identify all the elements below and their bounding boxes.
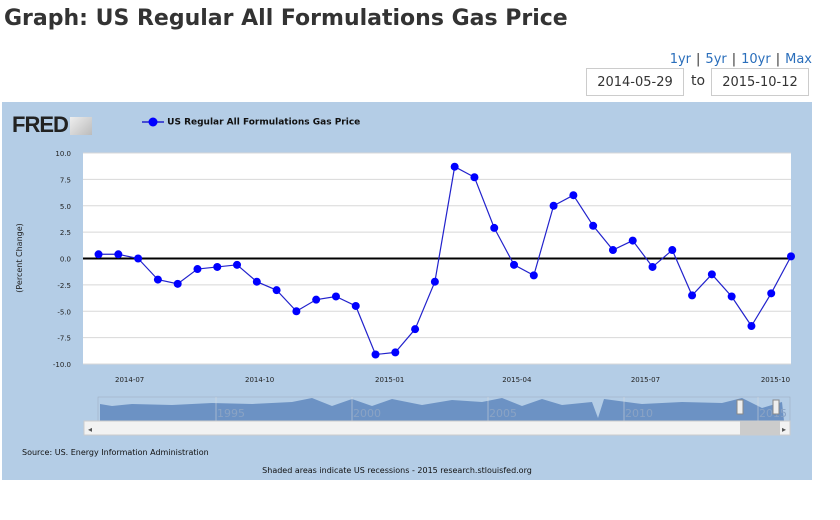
navigator-left-handle[interactable] [736,399,744,415]
y-tick-label: -2.5 [57,282,71,290]
y-tick-label: 5.0 [60,203,71,211]
x-tick-label: 2015-01 [375,376,404,384]
date-from-input[interactable]: 2014-05-29 [586,68,684,96]
source-text: Source: US. Energy Information Administr… [22,448,209,457]
scroll-left-arrow-icon[interactable]: ◂ [88,425,92,434]
line-chart: 10.0 7.5 5.0 2.5 0.0 -2.5 -5.0 -7.5 -10.0 2014-0… [15,150,795,436]
scroll-right-arrow-icon[interactable]: ▸ [782,425,786,434]
range-5yr-link[interactable]: 5yr [705,52,727,67]
chart-panel: FRED US Regular All Formulations Gas Pri… [2,102,812,480]
data-point[interactable] [153,275,162,284]
y-tick-label: 10.0 [55,150,71,158]
data-point[interactable] [134,254,143,263]
data-point[interactable] [529,271,538,280]
data-point[interactable] [391,348,400,357]
data-point[interactable] [747,322,756,331]
page-title: Graph: US Regular All Formulations Gas P… [4,6,568,31]
navigator-year-label: 2000 [353,407,381,420]
data-point[interactable] [371,350,380,359]
data-point[interactable] [510,260,519,269]
fred-chart-icon [69,117,92,136]
data-point[interactable] [707,270,716,279]
data-point[interactable] [233,260,242,269]
data-point[interactable] [430,277,439,286]
scrollbar-track[interactable] [83,420,791,436]
y-tick-label: -7.5 [57,335,71,343]
data-point[interactable] [608,246,617,255]
legend-label: US Regular All Formulations Gas Price [167,117,361,128]
x-tick-label: 2015-04 [502,376,532,384]
y-tick-label: 2.5 [60,229,71,237]
date-to-input[interactable]: 2015-10-12 [711,68,809,96]
fred-logo: FRED [12,112,92,138]
separator: | [696,52,701,67]
data-point[interactable] [450,162,459,171]
data-point[interactable] [490,223,499,232]
range-links: 1yr | 5yr | 10yr | Max [670,52,812,67]
y-axis-label: (Percent Change) [15,223,24,293]
data-point[interactable] [272,286,281,295]
x-tick-label: 2015-07 [631,376,660,384]
data-point[interactable] [173,279,182,288]
fred-logo-text: FRED [12,112,69,137]
data-point[interactable] [312,295,321,304]
to-label: to [691,73,706,89]
data-point[interactable] [292,307,301,316]
data-point[interactable] [411,325,420,334]
data-point[interactable] [114,250,123,259]
data-point[interactable] [767,289,776,298]
range-10yr-link[interactable]: 10yr [741,52,771,67]
y-tick-label: -10.0 [53,361,71,369]
x-tick-label: 2014-10 [245,376,274,384]
data-point[interactable] [470,173,479,182]
data-point[interactable] [668,246,677,255]
navigator-year-label: 2005 [489,407,517,420]
data-point[interactable] [94,250,103,259]
recession-note: Shaded areas indicate US recessions - 20… [262,466,532,475]
data-point[interactable] [569,191,578,200]
range-max-link[interactable]: Max [785,52,812,67]
data-point[interactable] [589,221,598,230]
x-tick-label: 2015-10 [761,376,790,384]
legend[interactable]: US Regular All Formulations Gas Price [142,117,360,128]
data-point[interactable] [727,292,736,301]
data-point[interactable] [252,277,261,286]
data-point[interactable] [549,201,558,210]
data-point[interactable] [331,292,340,301]
data-point[interactable] [213,262,222,271]
navigator-series-area [100,398,784,421]
y-tick-label: 7.5 [60,176,71,184]
data-point[interactable] [648,262,657,271]
y-tick-label: 0.0 [60,256,71,264]
data-point[interactable] [351,301,360,310]
data-point[interactable] [688,291,697,300]
navigator-right-handle[interactable] [772,399,780,415]
range-1yr-link[interactable]: 1yr [669,52,692,67]
data-point[interactable] [628,236,637,245]
scrollbar-thumb[interactable] [740,421,780,435]
separator: | [731,52,737,67]
navigator-year-label: 1995 [217,407,245,420]
legend-marker-icon [142,117,164,127]
y-tick-label: -5.0 [57,308,71,316]
navigator-year-label: 2010 [625,407,653,420]
data-point[interactable] [787,252,795,261]
x-tick-label: 2014-07 [115,376,144,384]
separator: | [775,52,781,67]
data-point[interactable] [193,265,202,274]
